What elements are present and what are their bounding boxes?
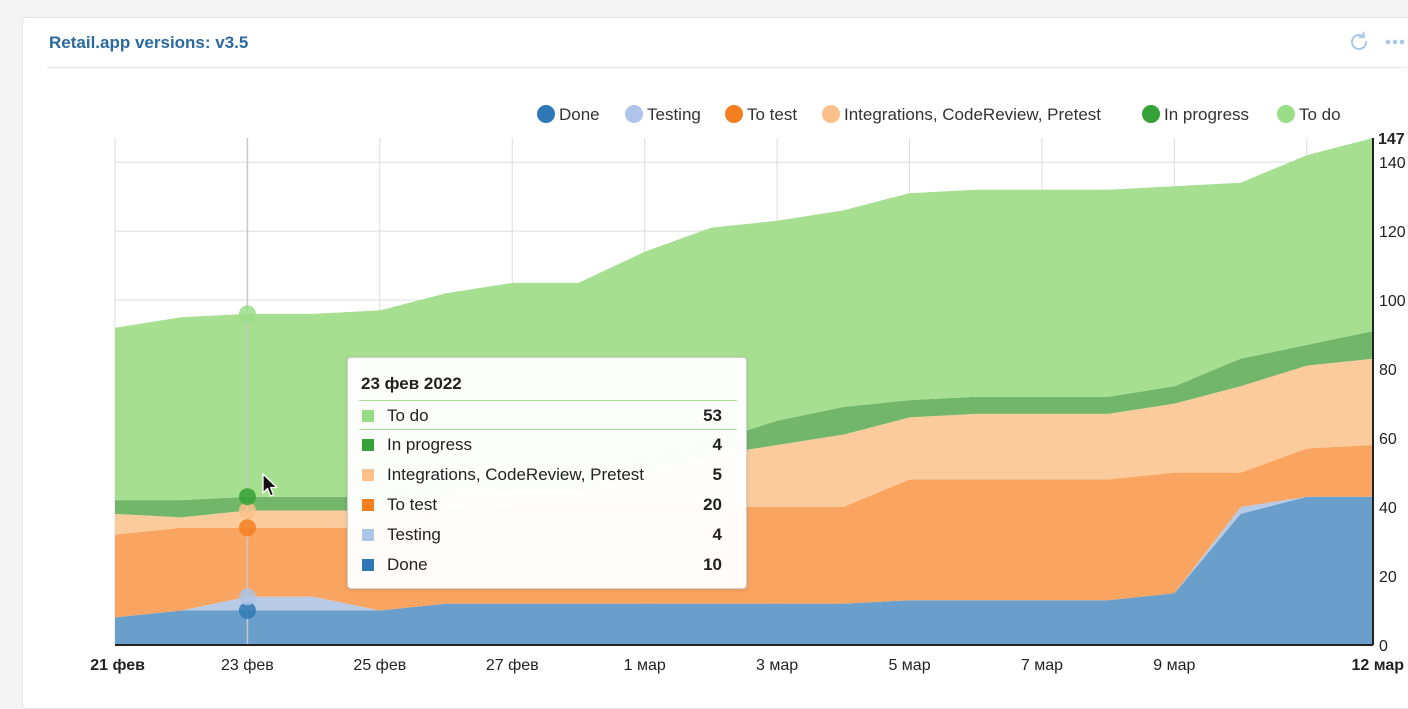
tooltip-label: Testing (387, 525, 441, 544)
tooltip-swatch (362, 410, 374, 422)
x-tick-label: 9 мар (1153, 657, 1195, 674)
x-tick-label: 23 фев (221, 657, 274, 674)
tooltip-value: 5 (712, 465, 722, 484)
tooltip-row: To do 53 (359, 400, 737, 430)
more-options-icon[interactable] (1383, 30, 1407, 54)
tooltip-row: Done 10 (359, 550, 737, 580)
panel-header: Retail.app versions: v3.5 (47, 18, 1407, 68)
mouse-cursor-icon (262, 473, 280, 504)
y-tick-label: 120 (1379, 224, 1406, 241)
hover-point-in-progress (238, 488, 256, 506)
legend-label-to-do: To do (1299, 105, 1341, 124)
y-tick-label: 20 (1379, 569, 1397, 586)
tooltip-label: In progress (387, 435, 473, 454)
y-tick-label: 140 (1379, 155, 1406, 172)
x-tick-label: 3 мар (756, 657, 798, 674)
tooltip-row: Testing 4 (359, 520, 737, 550)
tooltip-label: Integrations, CodeReview, Pretest (387, 465, 645, 484)
tooltip-value: 4 (712, 435, 722, 454)
tooltip-swatch (362, 559, 374, 571)
y-tick-label: 40 (1379, 500, 1397, 517)
tooltip-row: To test 20 (359, 490, 737, 520)
tooltip-swatch (362, 439, 374, 451)
tooltip-row: Integrations, CodeReview, Pretest 5 (359, 460, 737, 490)
tooltip-date: 23 фев 2022 (361, 374, 462, 393)
header-icons (1347, 30, 1407, 54)
legend-label-to-test: To test (747, 105, 797, 124)
x-tick-label: 25 фев (353, 657, 406, 674)
tooltip-swatch (362, 529, 374, 541)
tooltip-value: 4 (712, 525, 722, 544)
refresh-icon[interactable] (1347, 30, 1371, 54)
x-tick-label: 5 мар (888, 657, 930, 674)
tooltip-swatch (362, 499, 374, 511)
tooltip-value: 20 (703, 495, 722, 514)
tooltip-swatch (362, 469, 374, 481)
x-tick-label: 7 мар (1021, 657, 1063, 674)
x-tick-label: 12 мар (1351, 657, 1404, 674)
legend-label-in-progress: In progress (1164, 105, 1249, 124)
y-tick-label: 60 (1379, 431, 1397, 448)
hover-point-to-test (238, 519, 256, 537)
hover-point-integrations-codereview-pretest (238, 501, 256, 519)
panel-title[interactable]: Retail.app versions: v3.5 (49, 33, 249, 52)
legend-marker-to-test (725, 105, 743, 123)
legend-marker-done (537, 105, 555, 123)
legend-marker-in-progress (1142, 105, 1160, 123)
legend-marker-testing (625, 105, 643, 123)
tooltip-label: To test (387, 495, 438, 514)
tooltip-label: Done (387, 555, 428, 574)
chart-tooltip: 23 фев 2022 To do 53 In progress 4 Integrati… (347, 357, 747, 589)
y-tick-label: 80 (1379, 362, 1397, 379)
tooltip-label: To do (387, 406, 429, 425)
legend-label-done: Done (559, 105, 600, 124)
legend-label-integrations-codereview-pretest: Integrations, CodeReview, Pretest (844, 105, 1101, 124)
tooltip-value: 53 (703, 406, 722, 425)
tooltip-value: 10 (703, 555, 722, 574)
y-max-label: 147 (1378, 131, 1405, 148)
hover-point-to-do (238, 305, 256, 323)
y-tick-label: 100 (1379, 293, 1406, 310)
x-tick-label: 21 фев (90, 657, 145, 674)
legend-label-testing: Testing (647, 105, 701, 124)
hover-point-testing (238, 588, 256, 606)
x-tick-label: 27 фев (486, 657, 539, 674)
y-tick-label: 0 (1379, 638, 1388, 655)
x-tick-label: 1 мар (624, 657, 666, 674)
legend-marker-to-do (1277, 105, 1295, 123)
legend-marker-integrations-codereview-pretest (822, 105, 840, 123)
area-done (115, 496, 1373, 645)
tooltip-row: In progress 4 (359, 430, 737, 460)
hover-point-done (238, 602, 256, 620)
